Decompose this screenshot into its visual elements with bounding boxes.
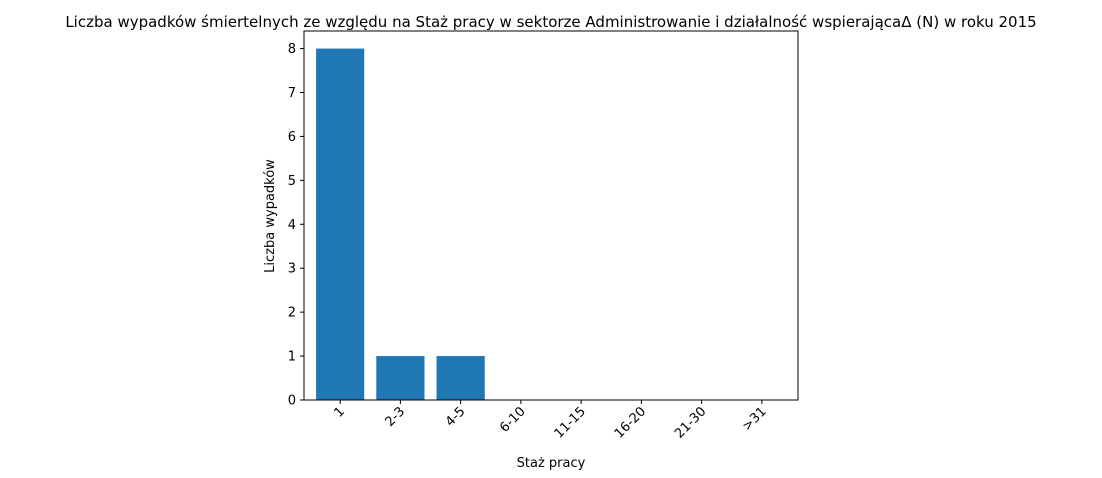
y-tick-label: 3 xyxy=(288,262,296,277)
y-axis-label: Liczba wypadków xyxy=(263,159,278,273)
x-tick-label: >31 xyxy=(740,404,770,434)
y-tick-label: 4 xyxy=(288,218,296,233)
bar-1 xyxy=(316,48,365,400)
chart-title: Liczba wypadków śmiertelnych ze względu … xyxy=(65,13,1036,31)
x-axis-ticks: 1 2-3 4-5 6-10 11-15 16-20 21-30 >31 xyxy=(332,400,770,442)
y-tick-label: 0 xyxy=(288,394,296,409)
x-axis-label: Staż pracy xyxy=(517,456,586,471)
y-axis-ticks: 0 1 2 3 4 5 6 7 8 xyxy=(288,42,304,409)
x-tick-label: 2-3 xyxy=(383,404,409,430)
x-tick-label: 11-15 xyxy=(552,404,589,441)
y-tick-label: 5 xyxy=(288,174,296,189)
x-tick-label: 21-30 xyxy=(672,404,709,441)
x-tick-label: 16-20 xyxy=(612,404,649,441)
y-tick-label: 1 xyxy=(288,350,296,365)
y-tick-label: 2 xyxy=(288,306,296,321)
y-tick-label: 8 xyxy=(288,42,296,57)
x-tick-label: 4-5 xyxy=(443,404,469,430)
plot-frame xyxy=(303,30,799,401)
y-tick-label: 6 xyxy=(288,130,296,145)
x-tick-label: 6-10 xyxy=(497,404,528,435)
x-tick-label: 1 xyxy=(332,404,348,420)
bar-2-3 xyxy=(376,356,425,400)
y-tick-label: 7 xyxy=(288,86,296,101)
bars-group xyxy=(316,48,485,400)
bar-4-5 xyxy=(436,356,485,400)
